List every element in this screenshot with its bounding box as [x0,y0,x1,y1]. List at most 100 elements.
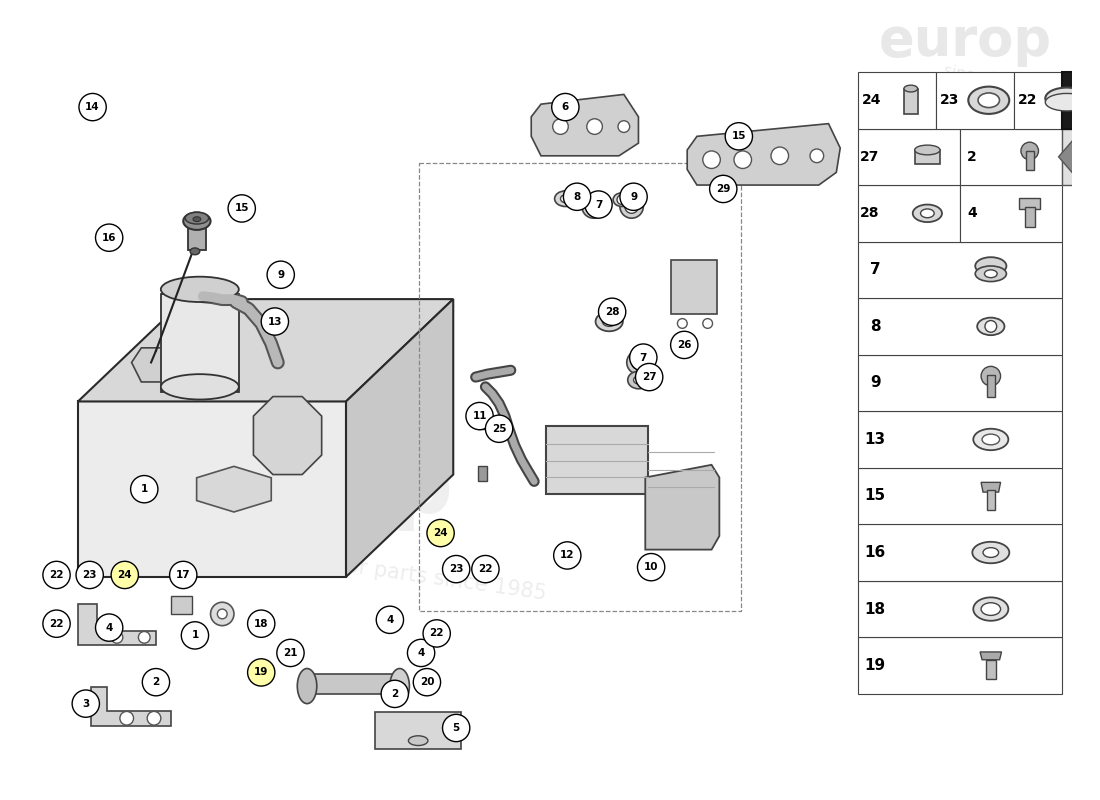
Polygon shape [161,294,239,392]
Ellipse shape [161,277,239,302]
Bar [858,298,1063,354]
Polygon shape [90,687,170,726]
Circle shape [73,690,99,718]
Text: europ: europ [170,448,453,530]
Polygon shape [78,299,453,402]
Circle shape [810,149,824,162]
Text: 9: 9 [630,192,637,202]
Circle shape [248,658,275,686]
Ellipse shape [983,548,999,558]
Text: 23: 23 [82,570,97,580]
Circle shape [1021,142,1038,160]
Text: 22: 22 [1018,94,1037,107]
Ellipse shape [613,193,630,206]
Text: 12: 12 [560,550,574,561]
Bar [671,260,717,314]
Circle shape [142,669,169,696]
Circle shape [703,151,720,169]
Bar [915,150,940,164]
Ellipse shape [561,195,570,202]
Text: 22: 22 [429,629,444,638]
Text: 8: 8 [870,319,881,334]
Circle shape [407,639,434,666]
Bar [1063,129,1091,185]
Ellipse shape [1045,94,1088,111]
Polygon shape [980,652,1001,660]
Circle shape [277,639,304,666]
Text: 1: 1 [191,630,199,640]
Circle shape [414,669,441,696]
Bar [858,129,960,185]
Text: 15: 15 [865,489,886,503]
Bar [987,375,994,397]
Polygon shape [646,465,719,550]
Polygon shape [688,124,840,185]
Polygon shape [253,397,321,474]
Circle shape [43,562,70,589]
Text: 7: 7 [870,262,881,278]
Ellipse shape [1045,87,1088,109]
Polygon shape [1058,137,1096,177]
Ellipse shape [627,350,650,374]
Circle shape [111,631,123,643]
Circle shape [631,356,646,370]
Bar [960,185,1063,242]
Bar [477,413,487,429]
Text: 22: 22 [50,618,64,629]
Ellipse shape [161,374,239,399]
Text: 18: 18 [865,602,886,617]
Circle shape [563,183,591,210]
Bar [1026,151,1034,170]
Text: 28: 28 [860,206,879,220]
Bar [986,660,996,679]
Text: 8: 8 [573,192,581,202]
Ellipse shape [977,318,1004,335]
Text: 13: 13 [267,317,282,326]
Circle shape [182,622,209,649]
Text: 14: 14 [86,102,100,112]
Text: 6: 6 [562,102,569,112]
Circle shape [228,195,255,222]
Circle shape [734,151,751,169]
Text: 5: 5 [452,723,460,733]
Text: 24: 24 [861,94,881,107]
Ellipse shape [976,257,1007,274]
Circle shape [43,610,70,638]
Circle shape [625,200,638,214]
Circle shape [261,308,288,335]
Circle shape [169,562,197,589]
Text: 16: 16 [102,233,117,242]
Circle shape [585,191,612,218]
Text: 9: 9 [277,270,284,280]
Text: 22: 22 [478,564,493,574]
Bar [858,72,936,129]
Bar [546,426,648,494]
Circle shape [466,402,493,430]
Ellipse shape [978,93,1000,107]
Circle shape [147,711,161,725]
Text: 4: 4 [386,614,394,625]
Circle shape [553,542,581,569]
Circle shape [472,555,499,582]
Circle shape [131,475,158,503]
Text: 4: 4 [106,622,113,633]
Circle shape [442,714,470,742]
Circle shape [617,195,627,205]
Text: 21: 21 [283,648,298,658]
Circle shape [636,363,663,390]
Circle shape [248,610,275,638]
Text: a passion for parts since 1985: a passion for parts since 1985 [232,540,548,604]
Bar [858,411,1063,468]
Ellipse shape [603,317,616,326]
Ellipse shape [974,598,1009,621]
Text: 2: 2 [392,689,398,699]
Circle shape [981,366,1001,386]
Text: 29: 29 [716,184,730,194]
Circle shape [629,344,657,371]
Ellipse shape [915,145,940,155]
Circle shape [586,200,601,214]
Circle shape [725,122,752,150]
Bar [960,129,1063,185]
Bar [858,581,1063,638]
Polygon shape [346,299,453,577]
